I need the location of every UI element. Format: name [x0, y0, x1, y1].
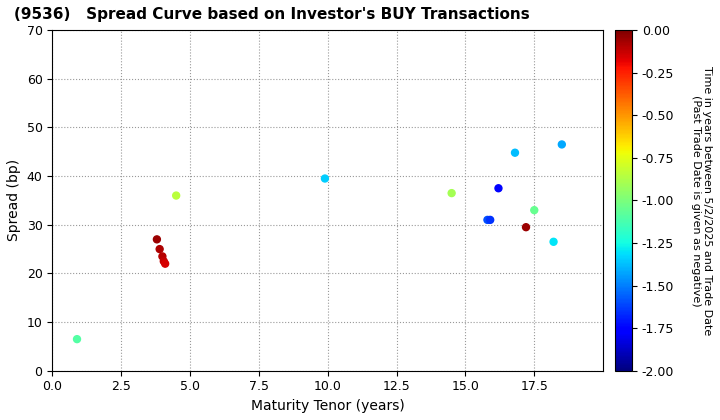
Y-axis label: Spread (bp): Spread (bp): [7, 159, 21, 242]
Point: [482, 217, 493, 223]
Point: [71, 336, 83, 342]
X-axis label: Maturity Tenor (years): Maturity Tenor (years): [251, 399, 405, 413]
Y-axis label: Time in years between 5/2/2025 and Trade Date
(Past Trade Date is given as negat: Time in years between 5/2/2025 and Trade…: [691, 66, 713, 335]
Point: [446, 190, 457, 197]
Point: [548, 239, 559, 245]
Point: [154, 246, 166, 252]
Point: [319, 175, 330, 182]
Point: [521, 224, 532, 231]
Point: [485, 217, 496, 223]
Point: [528, 207, 540, 213]
Point: [159, 260, 171, 267]
Point: [151, 236, 163, 243]
Point: [509, 150, 521, 156]
Point: [492, 185, 504, 192]
Point: [157, 253, 168, 260]
Point: [556, 141, 567, 148]
Point: [158, 258, 169, 265]
Point: [171, 192, 182, 199]
Text: (9536)   Spread Curve based on Investor's BUY Transactions: (9536) Spread Curve based on Investor's …: [14, 7, 529, 22]
